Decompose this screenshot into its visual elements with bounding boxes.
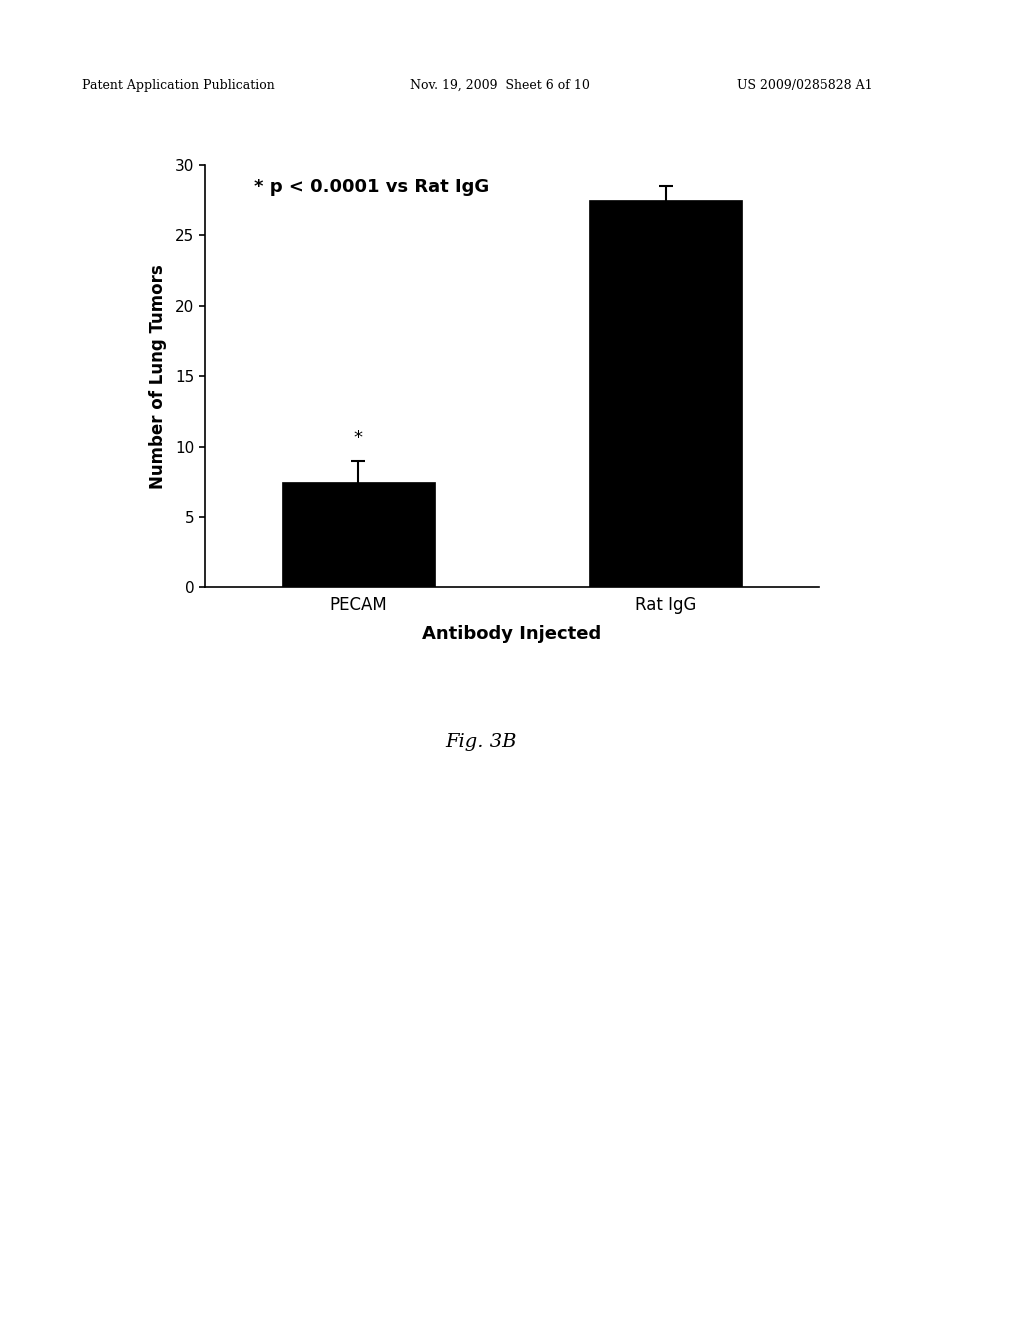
Text: Patent Application Publication: Patent Application Publication — [82, 79, 274, 92]
Text: * p < 0.0001 vs Rat IgG: * p < 0.0001 vs Rat IgG — [254, 178, 489, 195]
Bar — [282, 482, 435, 587]
Text: Nov. 19, 2009  Sheet 6 of 10: Nov. 19, 2009 Sheet 6 of 10 — [410, 79, 590, 92]
X-axis label: Antibody Injected: Antibody Injected — [422, 624, 602, 643]
Y-axis label: Number of Lung Tumors: Number of Lung Tumors — [148, 264, 167, 488]
Text: US 2009/0285828 A1: US 2009/0285828 A1 — [737, 79, 872, 92]
Text: Fig. 3B: Fig. 3B — [445, 733, 517, 751]
Text: *: * — [354, 429, 362, 446]
Bar — [589, 201, 742, 587]
